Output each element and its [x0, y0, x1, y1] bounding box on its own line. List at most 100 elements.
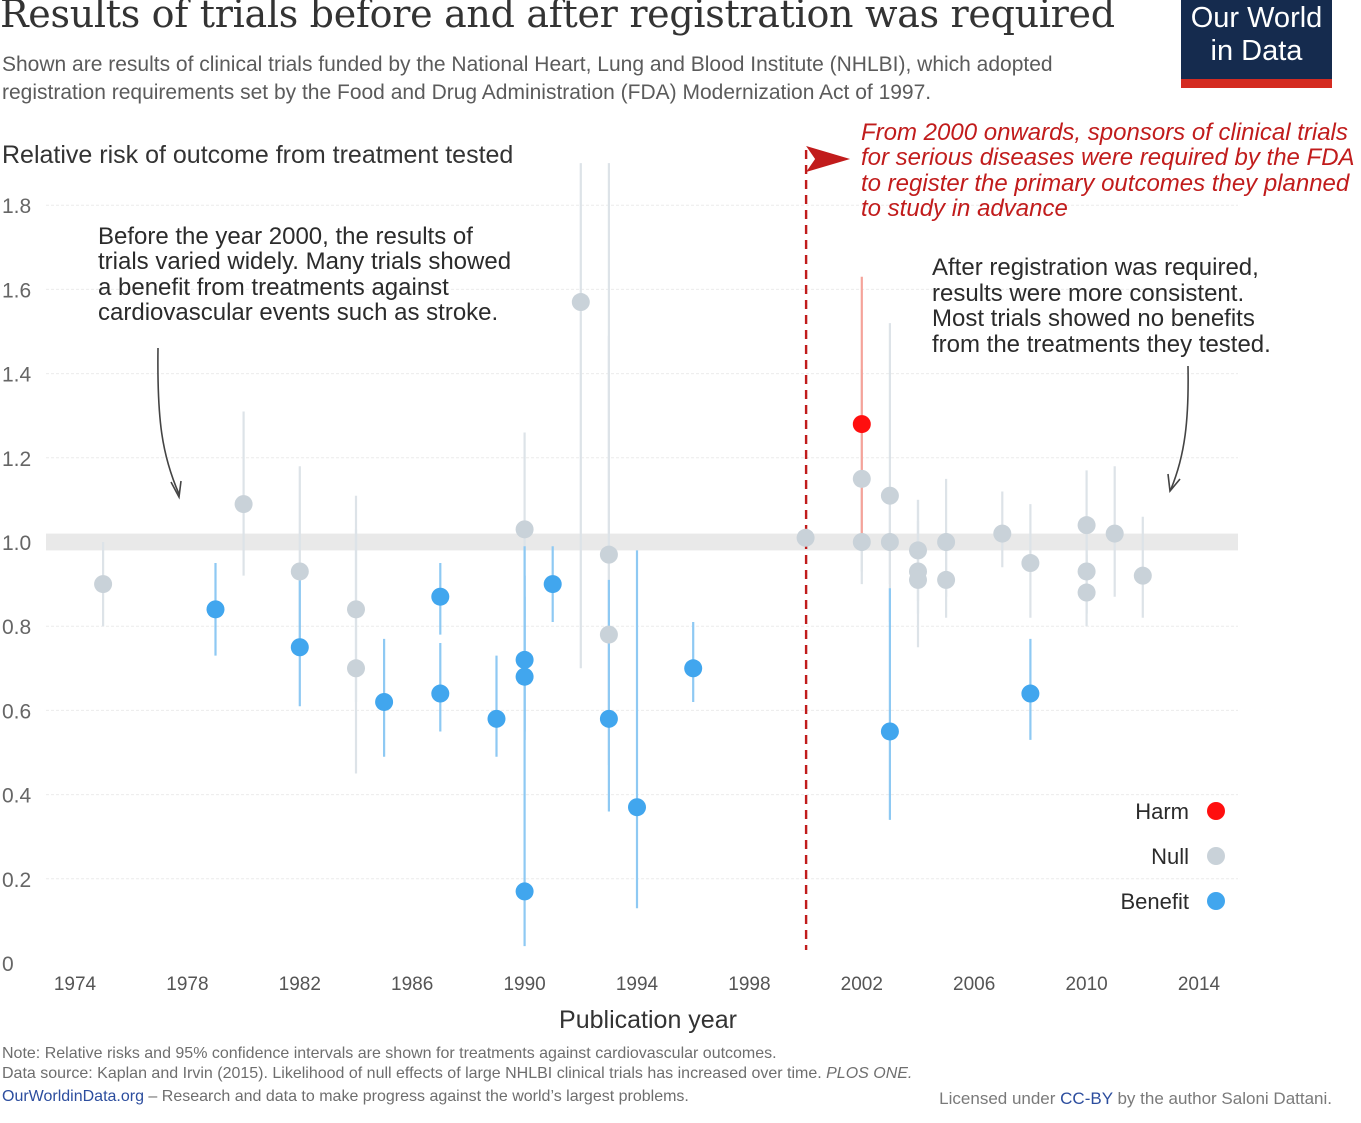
- point-null: [515, 520, 534, 539]
- y-tick-label: 1.8: [2, 195, 31, 218]
- point-benefit: [290, 638, 309, 657]
- chart-title: Results of trials before and after regis…: [0, 0, 1115, 36]
- footer-source-text: Data source: Kaplan and Irvin (2015). Li…: [2, 1065, 827, 1082]
- license-link[interactable]: CC-BY: [1060, 1089, 1113, 1108]
- y-tick-label: 0.8: [2, 616, 31, 639]
- registration-annotation-line: to study in advance: [861, 195, 1068, 222]
- y-tick-label: 1.4: [2, 364, 32, 387]
- point-benefit: [515, 650, 534, 669]
- point-benefit: [599, 709, 618, 728]
- legend-swatch-harm: [1207, 802, 1225, 820]
- y-axis-label: Relative risk of outcome from treatment …: [2, 141, 513, 169]
- y-tick-label: 0.6: [2, 700, 31, 723]
- before-arrow-head-icon: [170, 480, 182, 500]
- owid-site-link[interactable]: OurWorldinData.org: [2, 1088, 144, 1105]
- footer-source-journal: PLOS ONE.: [826, 1065, 913, 1082]
- chart-subtitle: Shown are results of clinical trials fun…: [2, 53, 1053, 104]
- point-null: [909, 570, 927, 589]
- point-null: [599, 625, 618, 644]
- before-annotation-line: cardiovascular events such as stroke.: [98, 299, 498, 326]
- y-tick-label: 1.0: [2, 532, 31, 555]
- registration-annotation-line: From 2000 onwards, sponsors of clinical …: [861, 119, 1348, 146]
- x-axis-ticks: 1974 1978 1982 1986 1990 1994 1998 2002 2006 2010…: [54, 974, 1221, 995]
- registration-flag-icon: [806, 146, 851, 172]
- registration-annotation-line: for serious diseases were required by th…: [861, 144, 1355, 171]
- license-prefix: Licensed under: [939, 1089, 1061, 1108]
- legend-label-harm: Harm: [1135, 799, 1189, 824]
- point-benefit: [431, 684, 450, 703]
- point-null: [1077, 562, 1096, 581]
- point-null: [599, 545, 618, 564]
- x-tick-label: 1978: [166, 974, 208, 995]
- y-tick-label: 1.2: [2, 448, 31, 471]
- point-harm: [852, 415, 871, 434]
- after-annotation-line: After registration was required,: [932, 254, 1259, 281]
- point-null: [1105, 524, 1124, 543]
- before-annotation-line: Before the year 2000, the results of: [98, 223, 473, 250]
- point-null: [937, 570, 956, 589]
- legend-swatch-null: [1207, 847, 1225, 865]
- null-effect-band: [46, 533, 1238, 551]
- owid-logo[interactable]: Our World in Data: [1181, 0, 1332, 88]
- point-null: [347, 600, 365, 619]
- point-benefit: [1021, 684, 1040, 703]
- x-tick-label: 1994: [616, 974, 659, 995]
- point-null: [852, 533, 871, 551]
- x-tick-label: 1990: [503, 974, 545, 995]
- legend-label-benefit: Benefit: [1121, 889, 1190, 914]
- point-null: [1077, 516, 1096, 535]
- point-benefit: [431, 587, 450, 606]
- point-benefit: [487, 709, 506, 728]
- registration-annotation: From 2000 onwards, sponsors of clinical …: [861, 119, 1355, 222]
- before-annotation-line: a benefit from treatments against: [98, 274, 449, 301]
- point-benefit: [206, 600, 225, 619]
- point-null: [234, 495, 253, 514]
- legend-swatch-benefit: [1207, 892, 1225, 910]
- x-tick-label: 1974: [54, 974, 97, 995]
- logo-line-1: Our World: [1190, 2, 1323, 34]
- x-tick-label: 1998: [728, 974, 770, 995]
- legend: Harm Null Benefit: [1121, 799, 1225, 914]
- after-annotation-line: Most trials showed no benefits: [932, 305, 1255, 332]
- after-arrow: [1170, 365, 1189, 490]
- y-tick-label: 0.4: [2, 785, 32, 808]
- x-tick-label: 2006: [953, 974, 995, 995]
- x-tick-label: 1982: [279, 974, 321, 995]
- point-benefit: [684, 659, 703, 678]
- x-tick-label: 1986: [391, 974, 433, 995]
- point-null: [909, 541, 927, 560]
- registration-annotation-line: to register the primary outcomes they pl…: [861, 170, 1350, 197]
- point-null: [993, 524, 1012, 543]
- point-null: [94, 575, 113, 594]
- before-annotation-line: trials varied widely. Many trials showed: [98, 248, 511, 275]
- point-benefit: [543, 575, 562, 594]
- x-tick-label: 2014: [1178, 974, 1221, 995]
- license-notice: Licensed under CC-BY by the author Salon…: [939, 1089, 1332, 1109]
- y-tick-label: 0: [2, 953, 14, 976]
- legend-label-null: Null: [1151, 844, 1189, 869]
- point-null: [1077, 583, 1096, 602]
- y-tick-label: 1.6: [2, 279, 31, 302]
- point-benefit: [375, 692, 394, 711]
- license-suffix: by the author Saloni Dattani.: [1112, 1089, 1332, 1108]
- after-annotation-line: results were more consistent.: [932, 280, 1244, 307]
- point-null: [937, 533, 956, 551]
- footer-note: Note: Relative risks and 95% confidence …: [2, 1045, 777, 1062]
- trial-points: [94, 293, 1152, 901]
- point-null: [796, 528, 815, 547]
- point-benefit: [628, 798, 646, 817]
- x-tick-label: 2010: [1065, 974, 1107, 995]
- x-tick-label: 2002: [841, 974, 883, 995]
- point-null: [571, 293, 590, 312]
- point-benefit: [515, 882, 534, 901]
- point-benefit: [880, 722, 899, 741]
- footer-tagline: – Research and data to make progress aga…: [143, 1088, 689, 1105]
- point-null: [880, 486, 899, 505]
- point-null: [852, 469, 871, 488]
- before-annotation: Before the year 2000, the results of tri…: [98, 223, 511, 326]
- y-axis-ticks: 0 0.2 0.4 0.6 0.8 1.0 1.2 1.4 1.6 1.8: [2, 195, 32, 976]
- footer-site: OurWorldinData.org – Research and data t…: [2, 1088, 689, 1106]
- point-null: [347, 659, 365, 678]
- after-annotation: After registration was required, results…: [932, 254, 1271, 358]
